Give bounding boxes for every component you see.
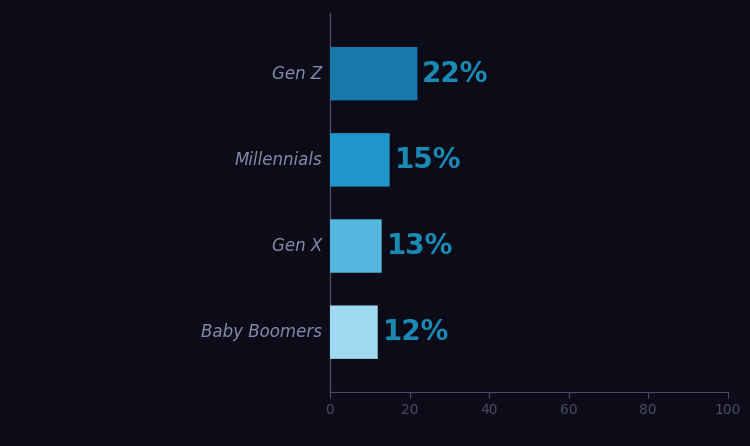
FancyBboxPatch shape: [330, 133, 390, 186]
Text: 13%: 13%: [386, 232, 453, 260]
Text: 22%: 22%: [422, 60, 489, 88]
FancyBboxPatch shape: [330, 47, 418, 100]
Text: Millennials: Millennials: [235, 151, 322, 169]
Text: Gen Z: Gen Z: [272, 65, 322, 83]
Text: 12%: 12%: [382, 318, 448, 346]
Text: Gen X: Gen X: [272, 237, 322, 255]
FancyBboxPatch shape: [330, 219, 382, 273]
FancyBboxPatch shape: [330, 306, 378, 359]
Text: 15%: 15%: [394, 146, 461, 174]
Text: Baby Boomers: Baby Boomers: [201, 323, 322, 341]
